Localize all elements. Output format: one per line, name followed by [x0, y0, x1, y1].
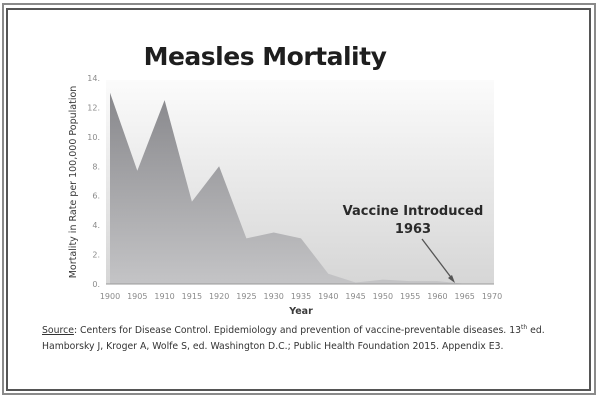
y-tick-label: 2. [92, 251, 100, 260]
x-tick-label: 1915 [182, 292, 202, 301]
source-label: Source [42, 325, 74, 336]
x-tick-label: 1910 [154, 292, 174, 301]
y-tick-label: 0. [92, 280, 100, 289]
y-tick-label: 6. [92, 192, 100, 201]
x-axis-ticks: 1900 1905 1910 1915 1920 1925 1930 1935 1940 1945… [100, 292, 502, 301]
source-line1: : Centers for Disease Control. Epidemiol… [73, 325, 522, 336]
x-axis-label: Year [288, 306, 313, 317]
x-tick-label: 1950 [373, 292, 393, 301]
arrow-head-icon [448, 275, 455, 283]
mortality-area [110, 92, 492, 284]
outer-frame [2, 3, 596, 395]
x-tick-label: 1935 [291, 292, 311, 301]
y-tick-label: 14. [87, 74, 100, 83]
y-tick-label: 4. [92, 221, 100, 230]
y-axis-ticks: 0. 2. 4. 6. 8. 10. 12. 14. [87, 74, 100, 289]
y-tick-label: 8. [92, 162, 100, 171]
chart-title: Measles Mortality [143, 42, 387, 71]
x-tick-label: 1940 [318, 292, 338, 301]
y-axis-label: Mortality in Rate per 100,000 Population [68, 86, 79, 279]
source-line1-end: ed. [527, 325, 545, 336]
source-superscript: th [521, 323, 528, 331]
x-tick-label: 1965 [455, 292, 475, 301]
annotation-line2: 1963 [395, 222, 431, 237]
vaccine-annotation: Vaccine Introduced 1963 [343, 204, 484, 283]
x-tick-label: 1925 [236, 292, 256, 301]
x-tick-label: 1945 [345, 292, 365, 301]
x-tick-label: 1900 [100, 292, 120, 301]
y-tick-label: 10. [87, 133, 100, 142]
y-tick-label: 12. [87, 103, 100, 112]
x-tick-label: 1955 [400, 292, 420, 301]
x-tick-label: 1930 [264, 292, 284, 301]
x-tick-label: 1970 [482, 292, 502, 301]
annotation-line1: Vaccine Introduced [343, 204, 484, 219]
x-tick-label: 1960 [427, 292, 447, 301]
x-tick-label: 1920 [209, 292, 229, 301]
source-line2: Hamborsky J, Kroger A, Wolfe S, ed. Wash… [42, 341, 504, 352]
source-citation: Source: Centers for Disease Control. Epi… [42, 323, 582, 355]
x-tick-label: 1905 [127, 292, 147, 301]
annotation-arrow [421, 238, 454, 281]
